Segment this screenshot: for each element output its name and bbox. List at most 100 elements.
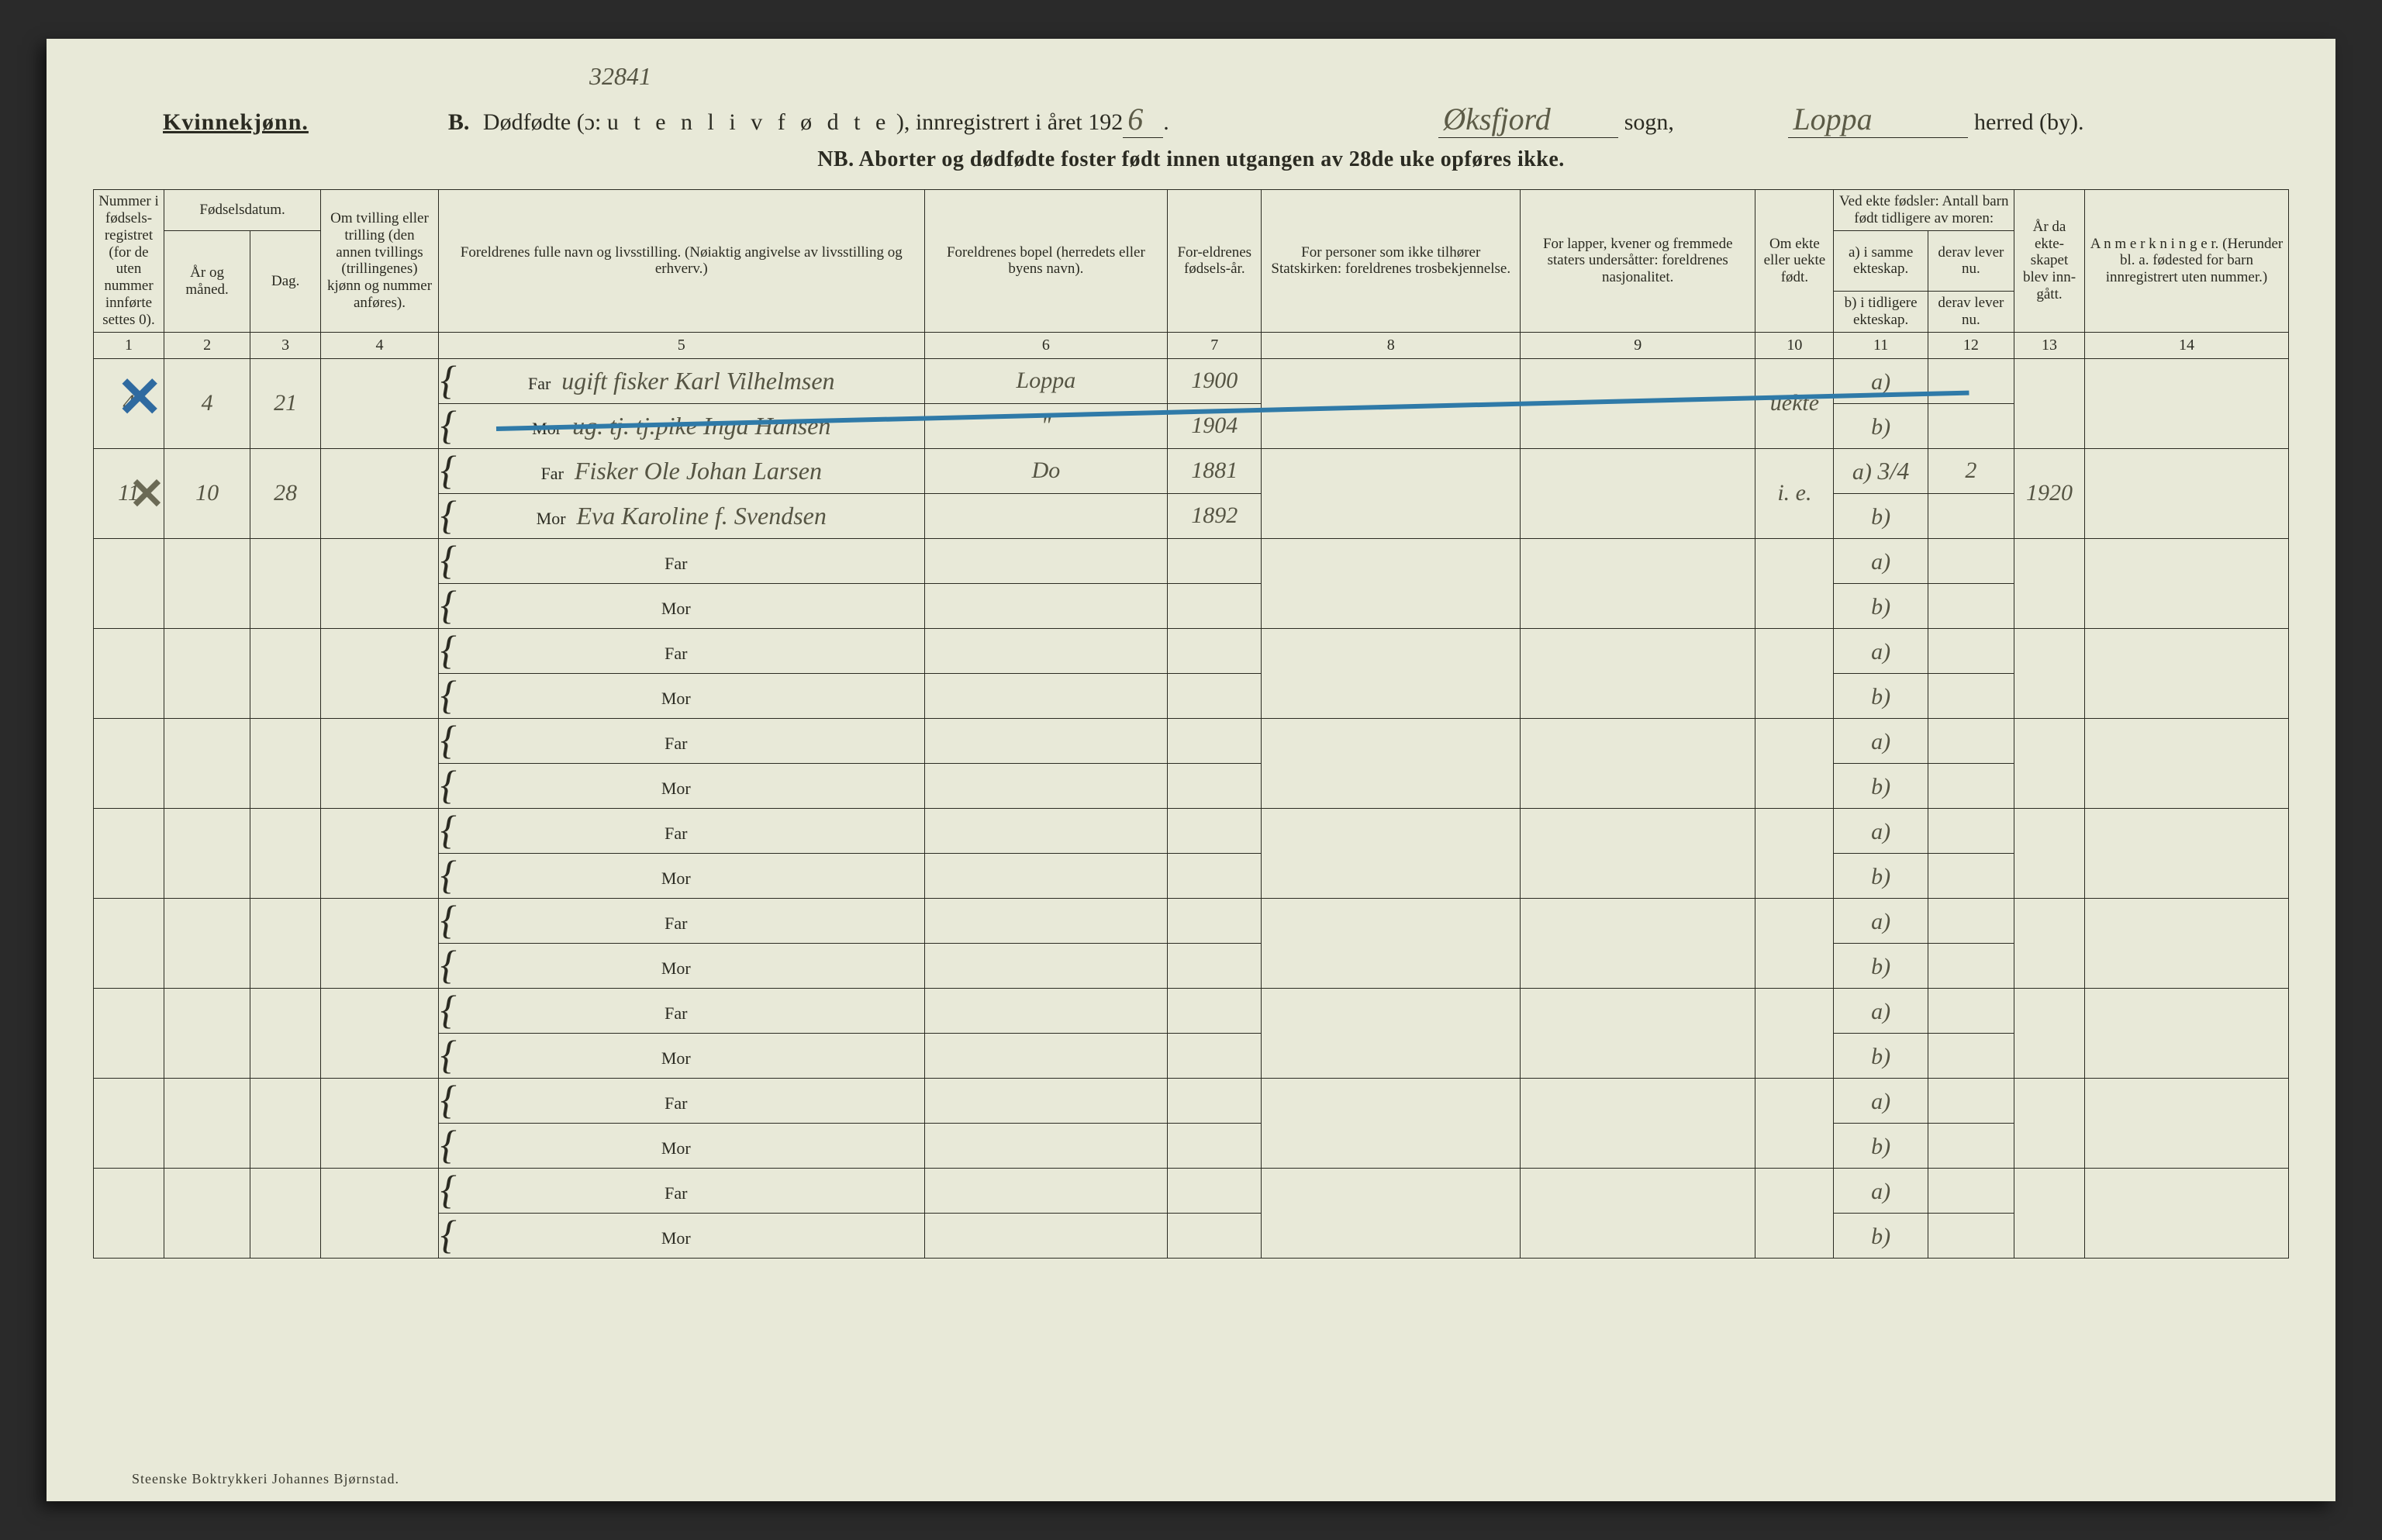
- cell-father: {FarFisker Ole Johan Larsen: [438, 448, 924, 493]
- cell-nasj: [1521, 988, 1755, 1078]
- cell-fodselsar-mor: [1168, 673, 1262, 718]
- cell-a: a) 3/4: [1834, 448, 1928, 493]
- cell-bopel-mor: [924, 583, 1167, 628]
- cell-b: b): [1834, 1213, 1928, 1258]
- cell-ekte: [1755, 808, 1834, 898]
- cell-ekteskap-ar: [2014, 898, 2085, 988]
- cell-day: [250, 1078, 321, 1168]
- cell-ekteskap-ar: [2014, 628, 2085, 718]
- page-container: 32841 Kvinnekjønn. B. Dødfødte (ɔ: u t e…: [0, 0, 2382, 1540]
- document-page: 32841 Kvinnekjønn. B. Dødfødte (ɔ: u t e…: [47, 39, 2335, 1501]
- cell-reg-no: 11: [94, 448, 164, 538]
- cell-father: {Far: [438, 988, 924, 1033]
- cell-nasj: [1521, 1078, 1755, 1168]
- cell-mother: {Mor: [438, 853, 924, 898]
- cell-bopel-far: [924, 538, 1167, 583]
- cell-bopel-far: [924, 988, 1167, 1033]
- cell-year-month: [164, 718, 250, 808]
- cell-b: b): [1834, 403, 1928, 448]
- cell-ekteskap-ar: [2014, 988, 2085, 1078]
- cell-derav-a: [1928, 538, 2014, 583]
- cell-a: a): [1834, 358, 1928, 403]
- cell-ekte: [1755, 1168, 1834, 1258]
- cell-tros: [1262, 808, 1521, 898]
- col-11b-header: b) i tidligere ekteskap.: [1834, 292, 1928, 333]
- cell-mother: {Mor: [438, 673, 924, 718]
- cell-a: a): [1834, 898, 1928, 943]
- colnum: 8: [1262, 332, 1521, 358]
- cell-derav-b: [1928, 943, 2014, 988]
- cell-father: {Far: [438, 628, 924, 673]
- cell-ekte: [1755, 718, 1834, 808]
- cell-ekteskap-ar: [2014, 1078, 2085, 1168]
- cell-fodselsar-mor: 1892: [1168, 493, 1262, 538]
- cell-year-month: [164, 538, 250, 628]
- cell-fodselsar-far: [1168, 1168, 1262, 1213]
- colnum: 14: [2084, 332, 2288, 358]
- colnum: 9: [1521, 332, 1755, 358]
- cell-reg-no: [94, 808, 164, 898]
- cell-mother: {Mor: [438, 1033, 924, 1078]
- cell-a: a): [1834, 1078, 1928, 1123]
- cell-bopel-mor: [924, 1213, 1167, 1258]
- cell-father: {Far: [438, 1168, 924, 1213]
- cell-reg-no: [94, 898, 164, 988]
- cell-derav-a: [1928, 628, 2014, 673]
- colnum: 11: [1834, 332, 1928, 358]
- colnum: 13: [2014, 332, 2085, 358]
- cell-derav-b: [1928, 763, 2014, 808]
- cell-ekteskap-ar: [2014, 538, 2085, 628]
- cell-day: [250, 808, 321, 898]
- page-title: B. Dødfødte (ɔ: u t e n l i v f ø d t e …: [448, 101, 2084, 138]
- table-row: {Fara): [94, 628, 2289, 673]
- cell-father: {Far: [438, 808, 924, 853]
- cell-reg-no: [94, 538, 164, 628]
- cell-fodselsar-far: [1168, 628, 1262, 673]
- cell-a: a): [1834, 1168, 1928, 1213]
- cell-mother: {Mor: [438, 763, 924, 808]
- cell-reg-no: [94, 988, 164, 1078]
- cell-tros: [1262, 988, 1521, 1078]
- table-row: {Fara): [94, 1078, 2289, 1123]
- cell-anm: [2084, 988, 2288, 1078]
- cell-reg-no: [94, 628, 164, 718]
- cell-twin: [321, 538, 439, 628]
- cell-anm: [2084, 448, 2288, 538]
- cell-derav-b: [1928, 583, 2014, 628]
- cell-twin: [321, 1168, 439, 1258]
- cell-fodselsar-mor: [1168, 943, 1262, 988]
- cell-nasj: [1521, 1168, 1755, 1258]
- cell-derav-b: [1928, 1213, 2014, 1258]
- cell-nasj: [1521, 448, 1755, 538]
- cell-mother: {Morug. tj. tj.pike Inga Hansen: [438, 403, 924, 448]
- year-period: .: [1163, 109, 1169, 135]
- table-row: {Fara): [94, 538, 2289, 583]
- section-letter: B.: [448, 109, 470, 135]
- gender-heading: Kvinnekjønn.: [163, 109, 309, 136]
- cell-fodselsar-far: [1168, 1078, 1262, 1123]
- cell-bopel-far: [924, 628, 1167, 673]
- colnum: 4: [321, 332, 439, 358]
- cell-twin: [321, 358, 439, 448]
- nb-note: NB. Aborter og dødfødte foster født inne…: [93, 147, 2289, 172]
- cell-mother: {Mor: [438, 1123, 924, 1168]
- cell-fodselsar-far: [1168, 898, 1262, 943]
- table-header: Nummer i fødsels-registret (for de uten …: [94, 190, 2289, 359]
- cell-tros: [1262, 358, 1521, 448]
- cell-ekte: [1755, 898, 1834, 988]
- cell-mother: {MorEva Karoline f. Svendsen: [438, 493, 924, 538]
- cell-year-month: 10: [164, 448, 250, 538]
- cell-derav-b: [1928, 403, 2014, 448]
- cell-tros: [1262, 898, 1521, 988]
- cell-derav-b: [1928, 1033, 2014, 1078]
- cell-reg-no: 4: [94, 358, 164, 448]
- table-row: {Far a): [94, 1168, 2289, 1213]
- cell-tros: [1262, 1078, 1521, 1168]
- col-8-header: For personer som ikke tilhører Statskirk…: [1262, 190, 1521, 333]
- table-row: 111028{FarFisker Ole Johan LarsenDo1881i…: [94, 448, 2289, 493]
- cell-b: b): [1834, 1033, 1928, 1078]
- cell-year-month: [164, 898, 250, 988]
- cell-twin: [321, 628, 439, 718]
- cell-derav-a: [1928, 898, 2014, 943]
- cell-day: [250, 1168, 321, 1258]
